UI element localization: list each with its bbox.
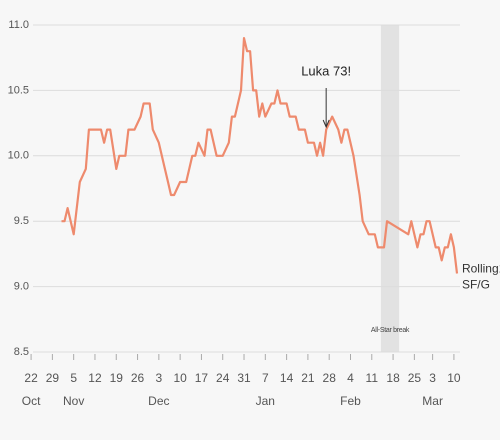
y-tick-label: 9.5 <box>14 215 29 227</box>
x-tick-label: 19 <box>110 371 124 385</box>
x-tick-label: 10 <box>447 371 461 385</box>
x-month-label: Feb <box>340 394 361 408</box>
x-month-label: Jan <box>256 394 275 408</box>
y-tick-label: 11.0 <box>8 19 29 31</box>
x-tick-label: 21 <box>301 371 315 385</box>
x-tick-label: 11 <box>366 371 379 385</box>
x-tick-label: 17 <box>195 371 209 385</box>
x-month-label: Mar <box>422 394 443 408</box>
x-tick-label: 22 <box>24 371 38 385</box>
y-tick-label: 9.0 <box>14 281 29 293</box>
x-tick-label: 14 <box>280 371 294 385</box>
line <box>61 37 459 274</box>
x-tick-label: 4 <box>347 371 354 385</box>
x-tick-label: 31 <box>237 371 251 385</box>
y-tick-label: 8.5 <box>14 346 29 358</box>
x-tick-label: 12 <box>88 371 102 385</box>
x-tick-label: 5 <box>70 371 77 385</box>
annotation-arrowhead <box>322 119 330 129</box>
x-tick-label: 3 <box>156 371 163 385</box>
x-tick-label: 7 <box>262 371 269 385</box>
shaded-span <box>380 25 400 352</box>
x-tick-label: 29 <box>46 371 60 385</box>
series-label: Rolling10 <box>462 262 500 276</box>
series-label: SF/G <box>462 278 490 292</box>
x-tick-label: 18 <box>386 371 400 385</box>
y-tick-label: 10.0 <box>8 150 29 162</box>
x-tick-label: 26 <box>131 371 145 385</box>
annotation: Luka 73! <box>301 63 351 78</box>
x-tick-label: 24 <box>216 371 230 385</box>
x-month-label: Dec <box>148 394 169 408</box>
x-month-label: Oct <box>22 394 41 408</box>
x-month-label: Nov <box>63 394 84 408</box>
x-tick-label: 25 <box>408 371 422 385</box>
span-label: All-Star break <box>371 327 410 334</box>
x-tick-label: 28 <box>323 371 337 385</box>
x-tick-label: 10 <box>173 371 187 385</box>
x-tick-label: 3 <box>429 371 436 385</box>
y-tick-label: 10.5 <box>8 84 29 96</box>
